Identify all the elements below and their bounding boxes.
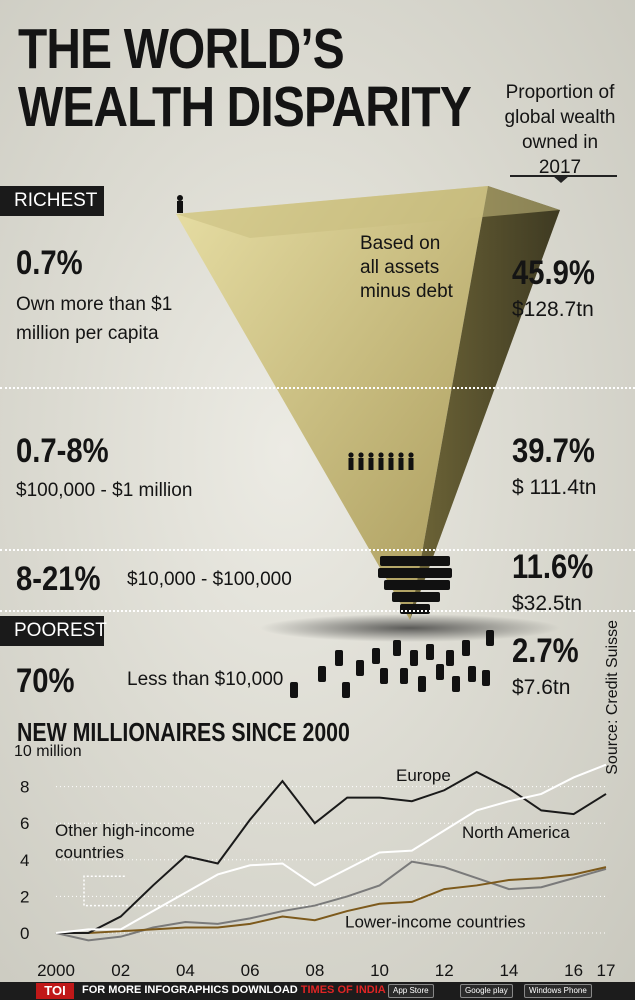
x-tick-label: 2000 [37,961,75,980]
basis-note: Based on all assets minus debt [360,233,453,302]
divider-1 [0,387,635,389]
proportion-caret-icon [553,176,569,183]
y-tick-label: 8 [20,778,29,797]
inverted-pyramid-illustration [176,186,560,698]
page-title: THE WORLD’S WEALTH DISPARITY [18,17,472,139]
tier-4-percent: 70% [16,662,75,700]
app-store-badge[interactable]: App Store [388,984,434,998]
title-line-1: THE WORLD’S [18,17,345,81]
tier-3-percent: 8-21% [16,560,101,598]
tier-1-amount: $128.7tn [512,298,594,321]
figures-row-middle-icon [348,452,414,470]
google-play-badge[interactable]: Google play [460,984,513,998]
series-line-4 [56,866,607,935]
tier-2-description: $100,000 - $1 million [16,480,193,501]
x-tick-label: 06 [241,961,260,980]
pyramid-face-left [176,186,488,620]
poorest-figures-crowd-icon [290,630,494,698]
pyramid-shadow [260,614,560,642]
divider-3 [0,610,635,612]
y-tick-label: 2 [20,887,29,906]
x-tick-label: 16 [564,961,583,980]
tier-1-percent: 0.7% [16,244,83,282]
tier-3-amount: $32.5tn [512,592,583,615]
tier-2-percent: 0.7-8% [16,432,109,470]
figures-cluster-lower-icon [378,556,452,614]
proportion-label: Proportion of global wealth owned in 201… [504,82,616,178]
tier-2-share: 39.7% [512,432,595,470]
y-tick-label-top: 10 million [14,743,82,760]
y-tick-label: 0 [20,924,29,943]
x-tick-label: 08 [305,961,324,980]
series-label-1: Europe [396,766,451,785]
divider-2 [0,549,635,551]
tier-1-share: 45.9% [512,254,595,292]
series-label-3: countries [55,843,124,862]
callout-line [83,875,344,907]
tier-2-amount: $ 111.4tn [512,476,597,499]
x-tick-label: 04 [176,961,195,980]
x-tick-label: 14 [499,961,518,980]
windows-phone-badge[interactable]: Windows Phone [524,984,592,998]
series-line-2 [55,763,607,935]
footer-app-link[interactable]: TIMES OF INDIA APP [300,984,411,996]
tier-4-description: Less than $10,000 [127,669,284,690]
tag-poorest: POOREST [0,616,107,646]
series-label-3: Other high-income [55,821,195,840]
pyramid-top-edge [176,186,560,238]
pyramid-face-right [410,186,560,620]
tier-4-share: 2.7% [512,632,579,670]
x-tick-label: 10 [370,961,389,980]
x-tick-label: 12 [435,961,454,980]
tier-4-amount: $7.6tn [512,676,571,699]
x-tick-label: 02 [111,961,130,980]
y-tick-label: 4 [20,851,29,870]
footer-promo-text: FOR MORE INFOGRAPHICS DOWNLOAD [82,984,298,996]
title-line-2: WEALTH DISPARITY [18,75,472,139]
tag-richest: RICHEST [0,186,104,216]
y-tick-label: 6 [20,814,29,833]
footer-promo: FOR MORE INFOGRAPHICS DOWNLOAD TIMES OF … [82,984,411,996]
toi-logo: TOI [36,983,74,999]
tier-1-description: Own more than $1 million per capita [16,294,173,344]
series-label-2: North America [462,823,570,842]
person-on-top-icon [177,195,183,213]
series-label-4: Lower-income countries [345,913,525,932]
tier-3-description: $10,000 - $100,000 [127,569,292,590]
x-tick-label: 17 [597,961,616,980]
series-line-1 [56,770,607,935]
tier-3-share: 11.6% [512,548,594,586]
chart-title: NEW MILLIONAIRES SINCE 2000 [17,717,350,747]
